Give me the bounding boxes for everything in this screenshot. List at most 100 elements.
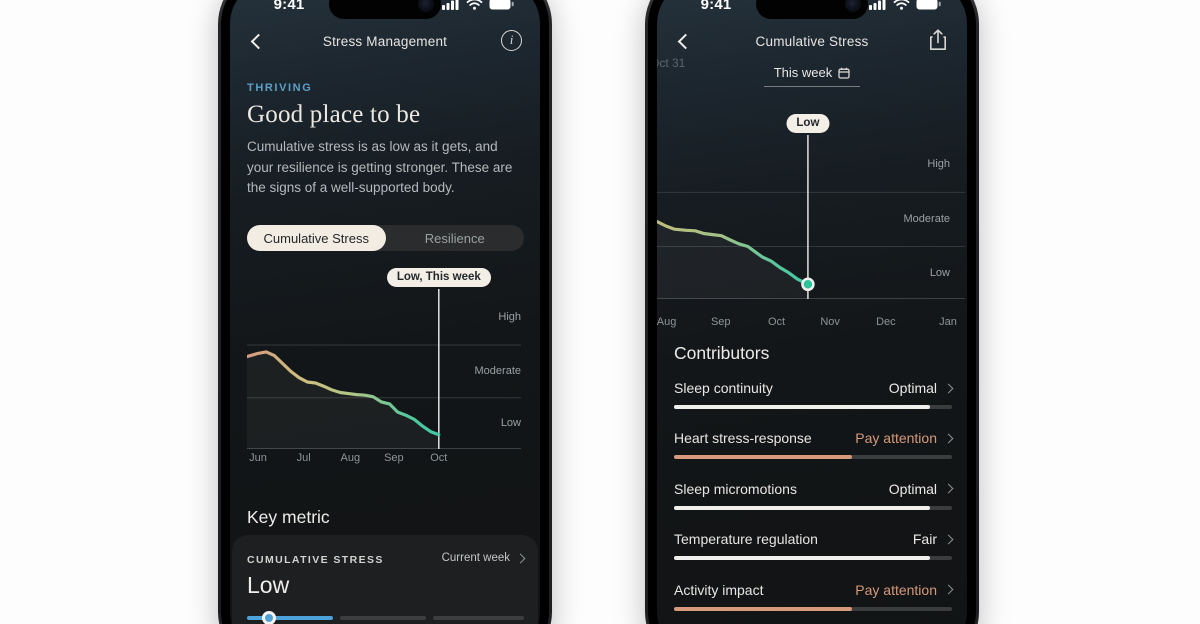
contributor-row[interactable]: Sleep continuity Optimal [674,378,954,422]
chart-area-fill [657,221,808,299]
status-icons [442,0,514,10]
phone-left: 9:41 Stress Management i THRIVING Good p… [218,0,552,624]
x-axis-label-oct: Oct [767,316,786,328]
contributor-bar-fill [674,405,930,409]
contributor-status-text: Optimal [888,380,937,396]
contributor-bar-track [674,505,952,510]
chevron-right-icon [943,584,954,595]
contributor-row[interactable]: Heart stress-response Pay attention [674,428,954,472]
period-label: This week [773,65,833,80]
front-camera [418,0,434,12]
contributor-status-text: Pay attention [855,581,937,598]
headline: Good place to be [247,101,421,128]
x-axis-labels: Aug Sep Oct Nov Dec Jan [657,316,965,330]
contributor-label: Activity impact [674,581,764,598]
metric-period-link[interactable]: Current week [441,552,526,564]
contributor-status-text: Optimal [888,480,937,497]
chart-tooltip: Low [786,114,830,133]
share-icon[interactable] [928,28,948,52]
back-chevron-icon[interactable] [678,35,690,47]
status-icons [869,0,941,10]
chart-area-fill [247,351,439,449]
chevron-right-icon [943,534,954,545]
key-metric-heading: Key metric [247,507,330,527]
x-axis-label-jun: Jun [249,452,267,464]
page-title: Cumulative Stress [755,34,869,49]
stress-level-slider[interactable] [247,610,524,624]
x-axis-label-oct: Oct [430,452,448,464]
contributor-row[interactable]: Temperature regulation Fair [674,529,954,573]
dynamic-island [756,0,868,19]
contributor-label: Heart stress-response [674,430,812,447]
nav-bar: Cumulative Stress [657,28,967,54]
contributor-label: Sleep micromotions [674,480,797,497]
nav-bar: Stress Management i [230,30,540,54]
dynamic-island [329,0,441,19]
contributor-bar-fill [674,455,852,460]
x-axis-label-aug: Aug [657,316,677,328]
x-axis-labels: Jun Jul Aug Sep Oct [247,452,521,466]
y-band-label-moderate: Moderate [903,213,950,226]
back-chevron-icon[interactable] [251,35,263,47]
slider-handle[interactable] [262,611,277,624]
status-bar: 9:41 [657,0,967,16]
phone-right-bezel: 9:41 Cumulative Stress Oct 31 This week [648,0,976,624]
contributor-bar-track [674,405,952,409]
chevron-right-icon [943,433,954,444]
wifi-icon [893,0,910,10]
period-selector: This week [657,64,967,82]
page-title: Stress Management [322,34,448,49]
chevron-right-icon [943,483,954,494]
cellular-signal-icon [869,0,886,10]
x-axis-label-nov: Nov [820,316,840,328]
y-band-label-high: High [927,157,950,170]
phone-right: 9:41 Cumulative Stress Oct 31 This week [645,0,979,624]
chart-tooltip: Low, This week [386,268,491,287]
period-underline [764,86,860,87]
contributor-status: Pay attention [855,581,954,598]
contributor-bar-track [674,556,952,561]
front-camera [845,0,861,12]
contributor-status: Pay attention [855,430,954,447]
chart-svg [247,289,521,449]
contributor-status-text: Fair [912,531,937,548]
key-metric-card: CUMULATIVE STRESS Current week Low [232,535,538,624]
contributor-label: Temperature regulation [674,531,818,548]
phone-left-bezel: 9:41 Stress Management i THRIVING Good p… [221,0,549,624]
slider-segment-high [432,616,524,620]
contributor-status: Optimal [888,480,954,497]
contributor-row[interactable]: Sleep micromotions Optimal [674,479,954,523]
info-icon[interactable]: i [501,30,522,51]
contributor-status: Optimal [888,380,954,396]
current-value-dot[interactable] [801,277,815,292]
y-band-label-low: Low [929,266,950,279]
stress-trend-chart[interactable]: Low Aug Sep Oct Nov Dec Jan High Moderate Low [657,114,965,330]
cumulative-stress-screen: 9:41 Cumulative Stress Oct 31 This week [657,0,967,624]
description-text: Cumulative stress is as low as it gets, … [247,139,513,196]
contributor-label: Sleep continuity [674,380,773,396]
status-bar: 9:41 [230,0,540,16]
contributor-bar-track [674,455,952,460]
calendar-icon [838,67,850,79]
contributor-row[interactable]: Activity impact Pay attention [674,580,954,624]
battery-icon [489,0,514,10]
clipped-date-label: Oct 31 [657,56,686,70]
x-axis-label-aug: Aug [340,452,361,464]
chart-plot-area [247,289,521,449]
y-band-label-low: Low [500,417,521,430]
tab-cumulative-stress[interactable]: Cumulative Stress [247,225,386,251]
contributor-status-text: Pay attention [855,430,937,447]
state-badge: THRIVING [247,82,313,94]
contributor-bar-fill [674,556,930,561]
tab-resilience[interactable]: Resilience [424,230,485,246]
clock-time: 9:41 [700,0,732,13]
stress-trend-chart[interactable]: Low, This week Jun Jul Aug Sep Oct High Moder… [247,268,521,466]
period-selector-button[interactable]: This week [774,65,851,80]
chevron-right-icon [943,383,954,393]
slider-segment-moderate [339,616,426,620]
metric-period-label: Current week [441,552,510,564]
metric-value: Low [247,572,290,598]
contributor-bar-track [674,606,952,611]
contributor-bar-fill [674,606,852,611]
slider-segment-low [247,616,333,620]
